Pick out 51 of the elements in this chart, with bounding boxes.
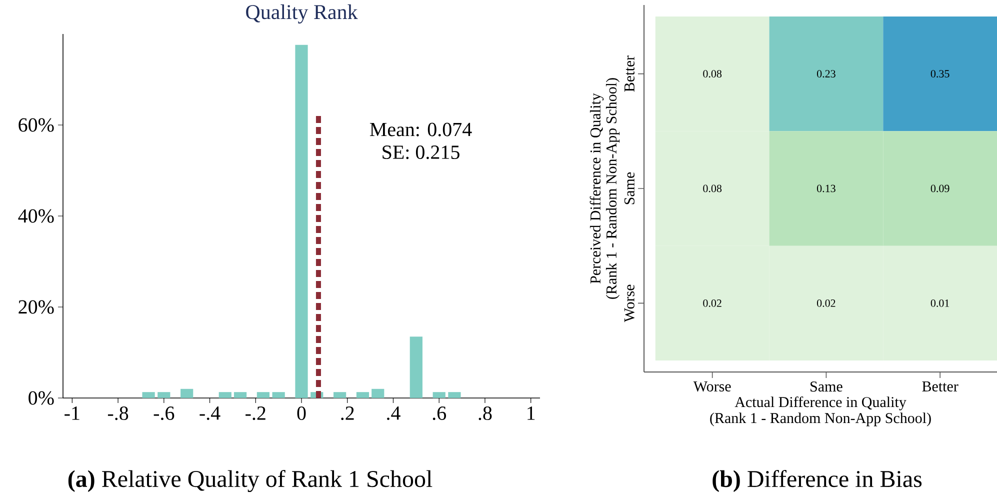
y-tick-label: Better bbox=[624, 56, 634, 92]
annotation: SE: 0.215 bbox=[382, 146, 460, 160]
x-tick-label: -.4 bbox=[200, 406, 220, 420]
x-axis-title: Actual Difference in Quality (Rank 1 - Random Non-App School) bbox=[710, 396, 931, 426]
bar bbox=[356, 392, 370, 398]
data-label: 0.01 bbox=[930, 299, 950, 307]
y-tick-label: Same bbox=[624, 172, 634, 204]
x-tick-label: -.6 bbox=[154, 406, 174, 420]
data-label: 0.13 bbox=[817, 184, 836, 192]
bar bbox=[180, 388, 194, 398]
x-tick-label: .8 bbox=[478, 406, 492, 420]
data-label: 0.23 bbox=[817, 70, 836, 78]
x-tick-label: .2 bbox=[341, 406, 354, 420]
bar bbox=[256, 392, 270, 398]
data-label: 0.08 bbox=[703, 184, 722, 192]
x-tick-label: Better bbox=[922, 382, 958, 392]
y-axis-title: Perceived Difference in Quality (Rank 1 - Random Non-App School) bbox=[590, 78, 620, 299]
y-tick-label: 40% bbox=[18, 209, 54, 223]
x-tick-label: .4 bbox=[387, 406, 400, 420]
chart-title: Quality Rank bbox=[246, 4, 358, 24]
data-label: 0.35 bbox=[930, 70, 950, 78]
bar bbox=[295, 44, 308, 398]
x-tick-label: -.2 bbox=[246, 406, 266, 420]
data-label: 0.08 bbox=[703, 70, 722, 78]
y-tick-label: 0% bbox=[28, 391, 54, 405]
data-label: 0.02 bbox=[703, 299, 722, 307]
bar bbox=[333, 392, 346, 398]
x-tick-label: -1 bbox=[64, 406, 80, 420]
bar bbox=[410, 336, 422, 398]
bar bbox=[142, 392, 155, 398]
bar bbox=[372, 388, 384, 398]
bar bbox=[448, 392, 461, 398]
x-tick-label: .6 bbox=[432, 406, 446, 420]
x-tick-label: Same bbox=[810, 382, 842, 392]
x-tick-label: 0 bbox=[297, 406, 306, 420]
bar bbox=[234, 392, 247, 398]
text: (b) Difference in Bias bbox=[712, 470, 922, 492]
x-tick-label: 1 bbox=[528, 406, 535, 420]
y-tick-label: Worse bbox=[624, 284, 634, 322]
bar bbox=[272, 392, 285, 398]
x-tick-label: -.8 bbox=[108, 406, 128, 420]
data-label: 0.02 bbox=[817, 299, 836, 307]
bar bbox=[432, 392, 446, 398]
bar bbox=[158, 392, 170, 398]
annotation: Mean: 0.074 bbox=[370, 122, 472, 136]
y-tick-label: 20% bbox=[18, 300, 54, 314]
y-tick-label: 60% bbox=[18, 118, 54, 132]
text: (a) Relative Quality of Rank 1 School bbox=[68, 470, 432, 492]
data-label: 0.09 bbox=[930, 184, 950, 192]
x-tick-label: Worse bbox=[693, 382, 731, 392]
bar bbox=[218, 392, 232, 398]
